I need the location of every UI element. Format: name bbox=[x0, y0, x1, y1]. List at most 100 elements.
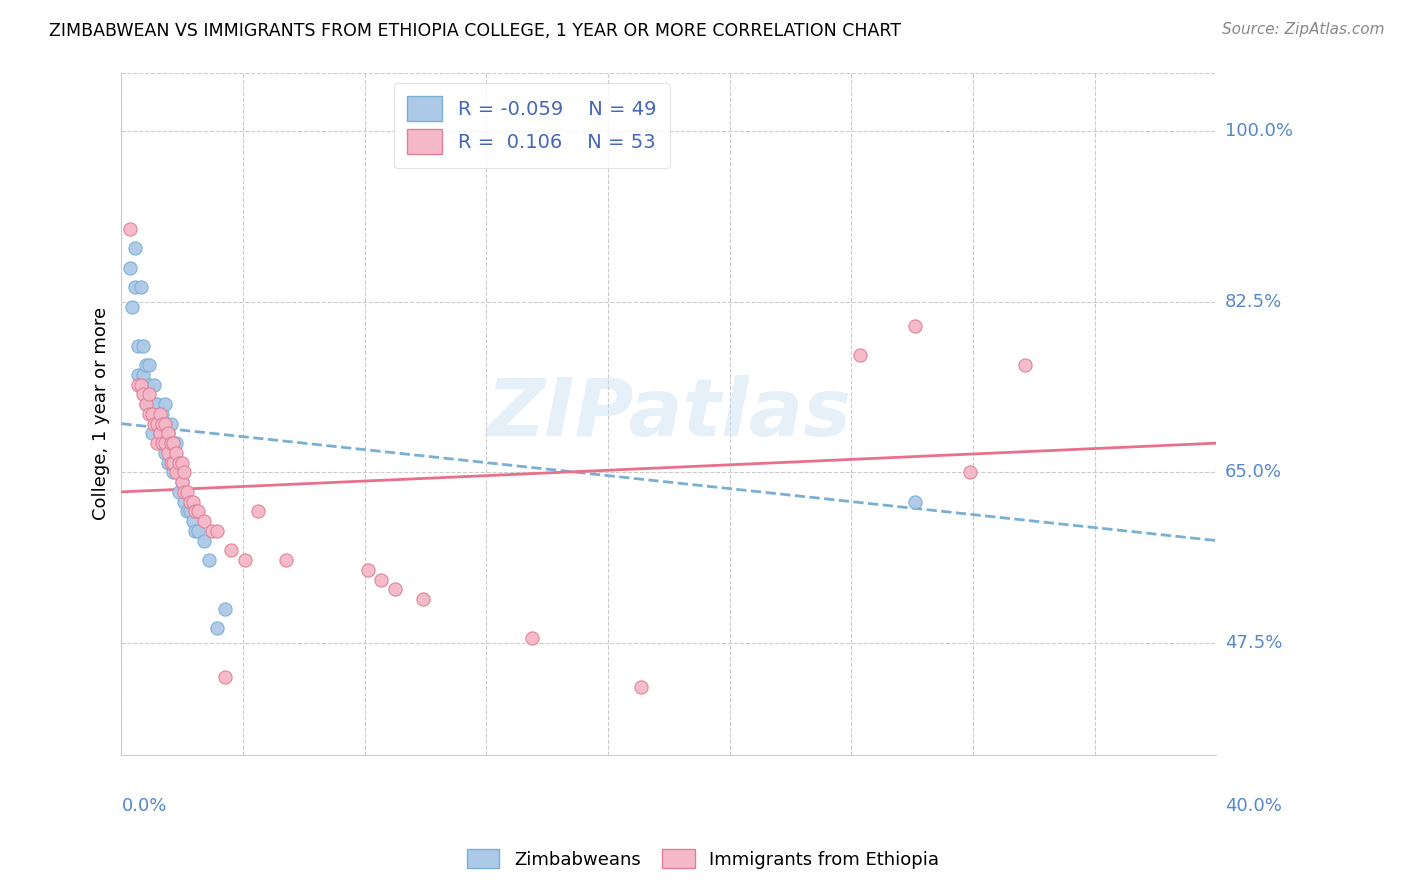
Point bbox=[138, 397, 160, 411]
Point bbox=[181, 494, 204, 508]
Point bbox=[155, 397, 177, 411]
Point bbox=[201, 524, 224, 538]
Point bbox=[149, 426, 172, 441]
Point bbox=[152, 436, 174, 450]
Text: 100.0%: 100.0% bbox=[1225, 122, 1292, 140]
Point bbox=[152, 417, 174, 431]
Text: 40.0%: 40.0% bbox=[1225, 797, 1281, 814]
Point bbox=[1014, 358, 1036, 372]
Point bbox=[141, 426, 163, 441]
Point bbox=[129, 280, 152, 294]
Point bbox=[141, 407, 163, 421]
Point bbox=[135, 397, 157, 411]
Point bbox=[141, 397, 163, 411]
Point bbox=[173, 466, 195, 480]
Point bbox=[146, 436, 169, 450]
Point bbox=[118, 260, 141, 275]
Point bbox=[138, 358, 160, 372]
Point bbox=[193, 514, 215, 528]
Point bbox=[143, 417, 166, 431]
Point bbox=[155, 417, 177, 431]
Point bbox=[129, 377, 152, 392]
Point bbox=[143, 397, 166, 411]
Point bbox=[162, 436, 184, 450]
Point bbox=[176, 504, 198, 518]
Point bbox=[247, 504, 270, 518]
Point bbox=[904, 494, 927, 508]
Point bbox=[219, 543, 242, 558]
Point bbox=[156, 426, 179, 441]
Point bbox=[165, 456, 187, 470]
Point bbox=[156, 456, 179, 470]
Point bbox=[233, 553, 256, 567]
Point bbox=[370, 573, 392, 587]
Point bbox=[146, 417, 169, 431]
Point bbox=[146, 397, 169, 411]
Point bbox=[127, 339, 149, 353]
Point bbox=[159, 446, 181, 460]
Point bbox=[127, 368, 149, 382]
Point bbox=[179, 504, 201, 518]
Point bbox=[165, 446, 187, 460]
Point bbox=[121, 300, 143, 314]
Point bbox=[849, 349, 872, 363]
Point bbox=[152, 436, 174, 450]
Point bbox=[193, 533, 215, 548]
Point bbox=[159, 456, 181, 470]
Text: ZIPatlas: ZIPatlas bbox=[486, 375, 852, 453]
Point bbox=[162, 466, 184, 480]
Legend: R = -0.059    N = 49, R =  0.106    N = 53: R = -0.059 N = 49, R = 0.106 N = 53 bbox=[394, 83, 671, 168]
Legend: Zimbabweans, Immigrants from Ethiopia: Zimbabweans, Immigrants from Ethiopia bbox=[460, 841, 946, 876]
Point bbox=[170, 475, 193, 490]
Point bbox=[384, 582, 406, 597]
Point bbox=[520, 631, 543, 645]
Point bbox=[357, 563, 380, 577]
Point bbox=[132, 387, 155, 401]
Point bbox=[138, 407, 160, 421]
Point bbox=[118, 222, 141, 236]
Point bbox=[149, 407, 172, 421]
Point bbox=[149, 407, 172, 421]
Text: 82.5%: 82.5% bbox=[1225, 293, 1282, 311]
Point bbox=[127, 377, 149, 392]
Point bbox=[155, 446, 177, 460]
Point bbox=[173, 494, 195, 508]
Point bbox=[207, 621, 229, 635]
Point bbox=[214, 601, 236, 615]
Point bbox=[274, 553, 297, 567]
Point bbox=[165, 436, 187, 450]
Point bbox=[149, 426, 172, 441]
Point bbox=[181, 514, 204, 528]
Point bbox=[904, 319, 927, 334]
Point bbox=[155, 417, 177, 431]
Point bbox=[138, 387, 160, 401]
Point bbox=[630, 680, 652, 694]
Point bbox=[155, 436, 177, 450]
Point bbox=[167, 466, 190, 480]
Point bbox=[159, 417, 181, 431]
Text: 65.0%: 65.0% bbox=[1225, 463, 1282, 482]
Point bbox=[214, 670, 236, 684]
Point bbox=[135, 397, 157, 411]
Point bbox=[198, 553, 221, 567]
Point bbox=[135, 358, 157, 372]
Point bbox=[156, 426, 179, 441]
Point bbox=[156, 446, 179, 460]
Point bbox=[165, 466, 187, 480]
Point bbox=[143, 377, 166, 392]
Point bbox=[132, 368, 155, 382]
Point bbox=[167, 484, 190, 499]
Text: 47.5%: 47.5% bbox=[1225, 634, 1282, 652]
Y-axis label: College, 1 year or more: College, 1 year or more bbox=[93, 308, 110, 521]
Point bbox=[412, 592, 434, 607]
Point bbox=[167, 456, 190, 470]
Text: 0.0%: 0.0% bbox=[121, 797, 167, 814]
Point bbox=[176, 484, 198, 499]
Text: Source: ZipAtlas.com: Source: ZipAtlas.com bbox=[1222, 22, 1385, 37]
Point bbox=[159, 436, 181, 450]
Point bbox=[124, 280, 146, 294]
Point bbox=[146, 417, 169, 431]
Point bbox=[138, 377, 160, 392]
Point bbox=[170, 475, 193, 490]
Point bbox=[184, 504, 207, 518]
